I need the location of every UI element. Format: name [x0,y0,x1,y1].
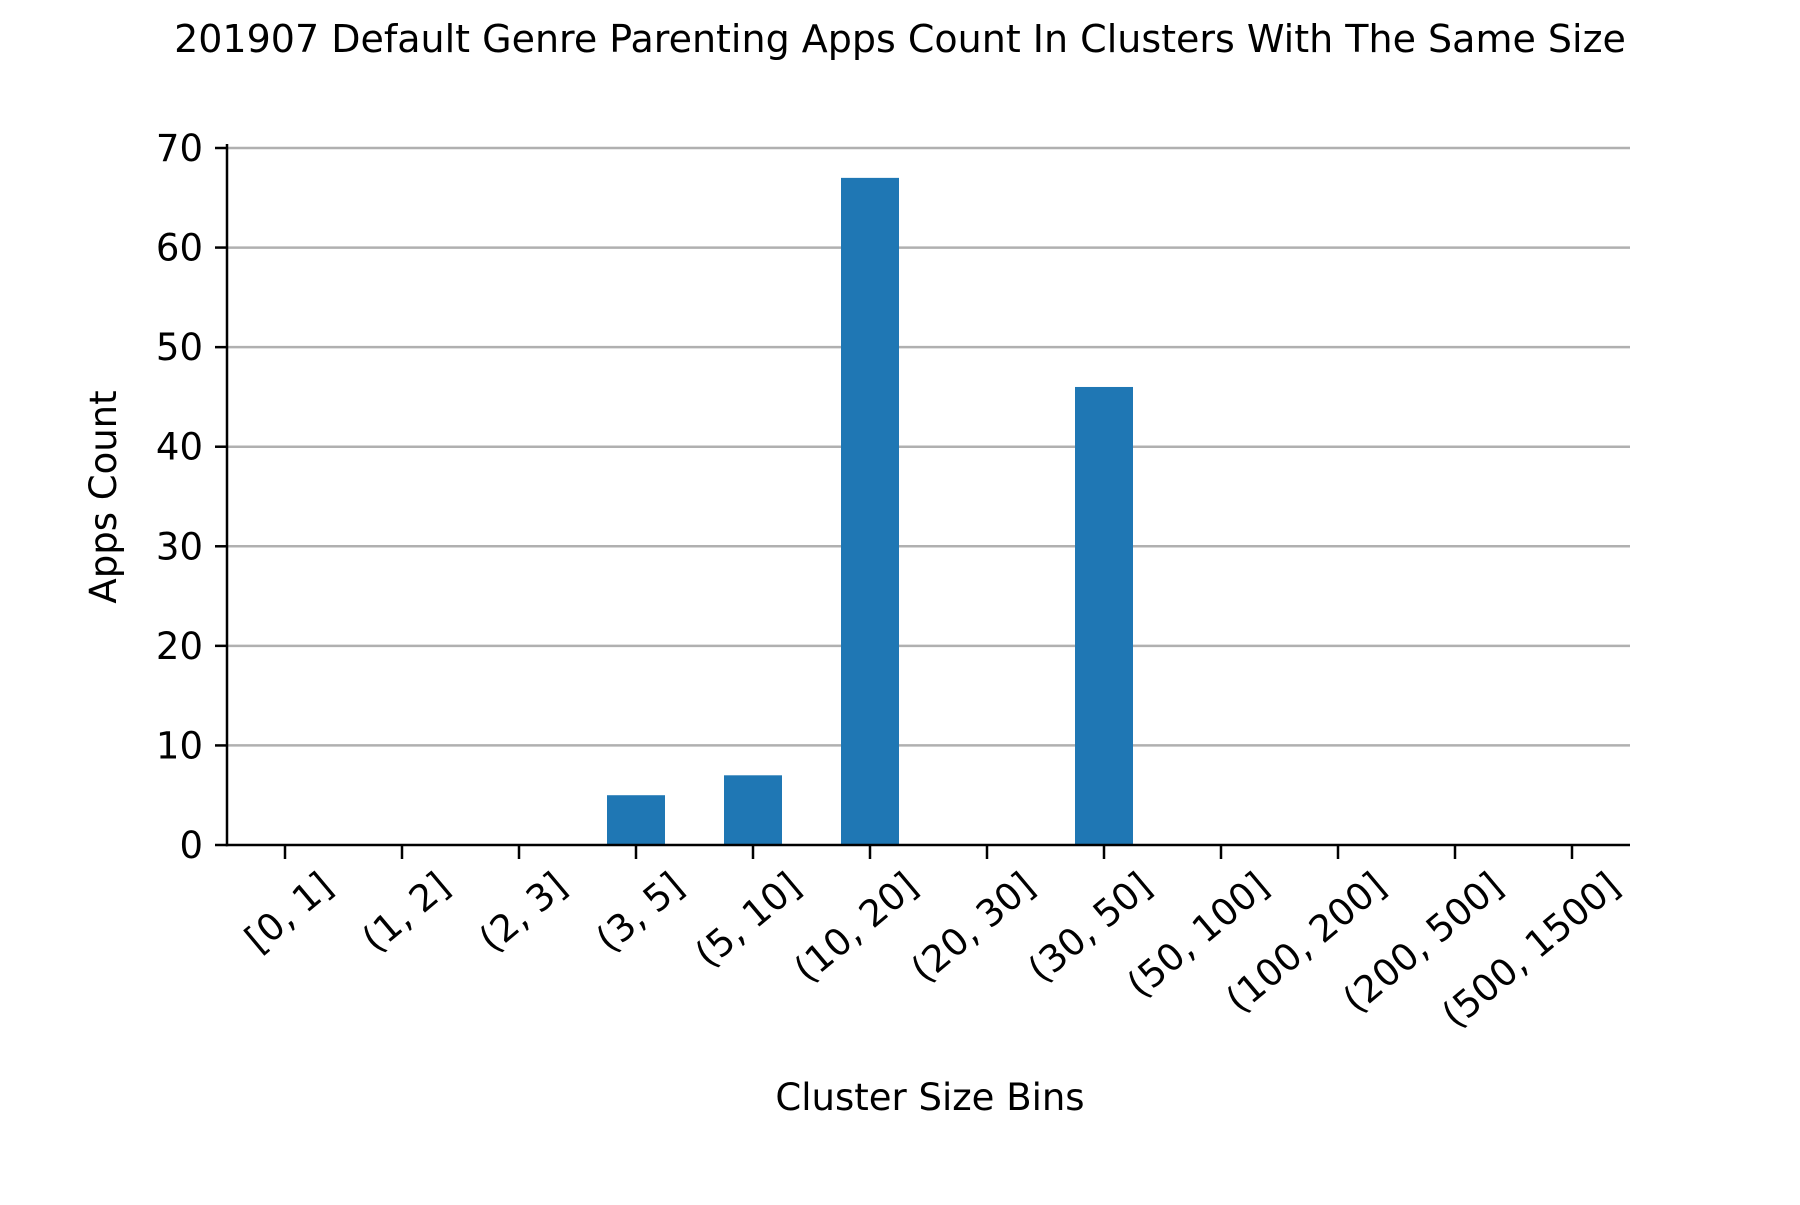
x-tick-label: (2, 3] [471,864,575,961]
bar-5 [841,177,899,845]
y-tick-label: 10 [156,724,203,767]
x-tick-label: (1, 2] [354,864,458,961]
y-tick-label: 70 [156,127,203,170]
axes [225,144,1630,847]
bar-3 [607,795,665,845]
y-tick-label: 60 [156,227,203,270]
x-ticks: [0, 1] (1, 2] (2, 3] (3, 5](5, 10](10, 20](… [237,845,1628,1036]
y-axis-label: Apps Count [82,390,125,603]
bar-7 [1075,386,1133,845]
x-axis-label: Cluster Size Bins [775,1076,1084,1119]
y-tick-label: 20 [156,625,203,668]
bar-4 [724,775,782,845]
y-tick-label: 0 [179,824,203,867]
chart-title: 201907 Default Genre Parenting Apps Coun… [174,17,1626,61]
x-tick-label: (20, 30] [903,864,1043,991]
y-tick-label: 40 [156,426,203,469]
y-tick-label: 50 [156,326,203,369]
x-tick-label: (10, 20] [786,864,926,991]
bars [607,177,1133,845]
x-tick-label: [0, 1] [237,864,341,961]
y-tick-label: 30 [156,525,203,568]
grid-lines [227,146,1630,747]
y-ticks: 0 10 20 30 40 50 60 70 [156,127,227,867]
x-tick-label: (3, 5] [588,864,692,961]
